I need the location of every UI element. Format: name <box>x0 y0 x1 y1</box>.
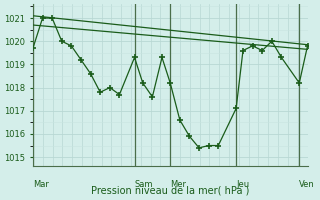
Text: Mar: Mar <box>33 180 49 189</box>
Text: Ven: Ven <box>299 180 315 189</box>
Text: Mer: Mer <box>170 180 186 189</box>
Text: Jeu: Jeu <box>236 180 249 189</box>
X-axis label: Pression niveau de la mer( hPa ): Pression niveau de la mer( hPa ) <box>91 186 249 196</box>
Text: Sam: Sam <box>134 180 153 189</box>
